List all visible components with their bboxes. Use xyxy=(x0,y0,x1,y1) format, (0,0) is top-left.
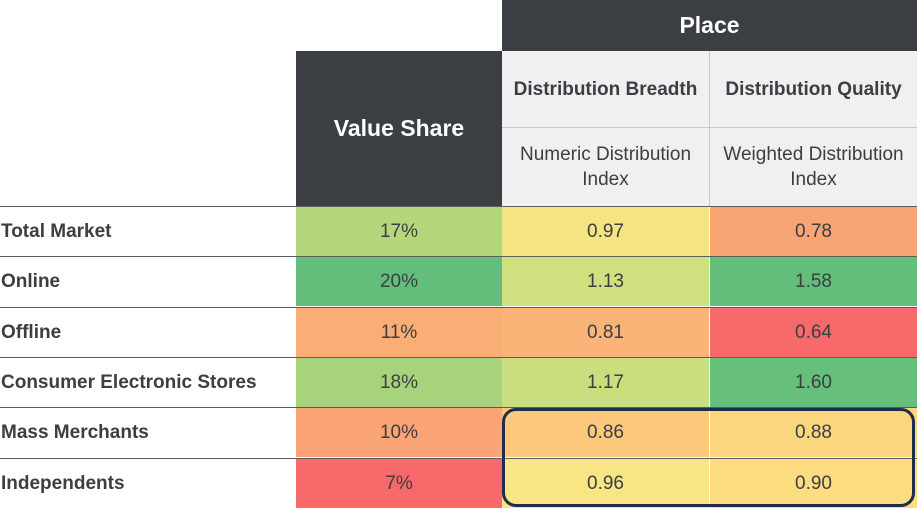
value-share-cell: 17% xyxy=(296,207,502,256)
value-share-header: Value Share xyxy=(296,51,502,206)
weighted-index-cell: 0.64 xyxy=(710,308,917,357)
value-share-cell: 11% xyxy=(296,308,502,357)
row-label: Online xyxy=(1,270,61,292)
numeric-index-cell: 1.13 xyxy=(502,257,709,306)
numeric-distribution-index-header: Numeric Distribution Index xyxy=(502,128,709,206)
header-divider-horizontal xyxy=(502,127,917,128)
row-label: Independents xyxy=(1,472,125,494)
row-divider xyxy=(0,206,917,207)
numeric-index-cell: 0.97 xyxy=(502,207,709,256)
row-label: Consumer Electronic Stores xyxy=(1,371,257,393)
row-label: Mass Merchants xyxy=(1,421,149,443)
value-share-cell: 20% xyxy=(296,257,502,306)
weighted-index-cell: 0.78 xyxy=(710,207,917,256)
row-divider xyxy=(0,357,917,358)
numeric-index-cell: 0.96 xyxy=(502,459,709,508)
distribution-breadth-header: Distribution Breadth xyxy=(502,51,709,127)
row-divider xyxy=(0,407,917,408)
weighted-index-cell: 0.88 xyxy=(710,408,917,457)
distribution-quality-header: Distribution Quality xyxy=(710,51,917,127)
weighted-index-cell: 1.60 xyxy=(710,358,917,407)
row-divider xyxy=(0,307,917,308)
numeric-index-cell: 1.17 xyxy=(502,358,709,407)
numeric-index-cell: 0.86 xyxy=(502,408,709,457)
row-divider xyxy=(0,256,917,257)
numeric-index-cell: 0.81 xyxy=(502,308,709,357)
row-label: Total Market xyxy=(1,220,112,242)
place-header: Place xyxy=(502,0,917,51)
value-share-cell: 7% xyxy=(296,459,502,508)
row-divider xyxy=(0,458,917,459)
header-divider-vertical xyxy=(709,51,710,206)
value-share-cell: 10% xyxy=(296,408,502,457)
weighted-index-cell: 1.58 xyxy=(710,257,917,306)
row-label: Offline xyxy=(1,321,62,343)
value-share-cell: 18% xyxy=(296,358,502,407)
weighted-distribution-index-header: Weighted Distribution Index xyxy=(710,128,917,206)
weighted-index-cell: 0.90 xyxy=(710,459,917,508)
